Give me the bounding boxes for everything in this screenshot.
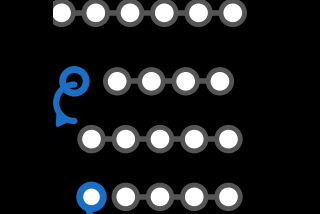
Circle shape xyxy=(182,185,206,209)
Circle shape xyxy=(84,1,108,25)
Circle shape xyxy=(148,185,172,209)
Circle shape xyxy=(118,1,142,25)
Circle shape xyxy=(140,70,163,93)
Circle shape xyxy=(153,1,176,25)
Circle shape xyxy=(63,70,86,93)
Circle shape xyxy=(105,70,129,93)
Circle shape xyxy=(217,127,240,151)
Circle shape xyxy=(50,1,73,25)
Circle shape xyxy=(221,1,244,25)
Circle shape xyxy=(148,127,172,151)
Circle shape xyxy=(182,127,206,151)
Circle shape xyxy=(114,185,138,209)
Circle shape xyxy=(174,70,197,93)
Circle shape xyxy=(80,185,103,209)
Circle shape xyxy=(114,127,138,151)
Circle shape xyxy=(80,127,103,151)
Circle shape xyxy=(208,70,232,93)
Circle shape xyxy=(217,185,240,209)
Circle shape xyxy=(187,1,210,25)
